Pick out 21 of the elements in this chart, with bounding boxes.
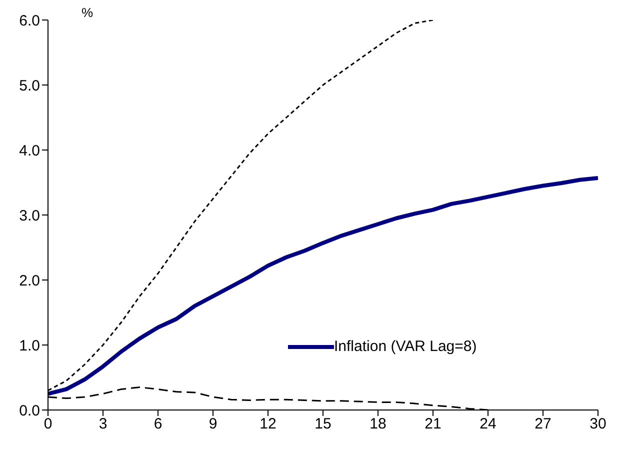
y-tick-label: 1.0 xyxy=(19,337,40,354)
x-tick-label: 24 xyxy=(480,416,496,433)
x-tick-label: 12 xyxy=(260,416,276,433)
x-tick-label: 27 xyxy=(534,416,552,433)
y-tick-label: 5.0 xyxy=(19,77,40,94)
y-tick-label: 3.0 xyxy=(19,207,40,224)
x-tick-label: 3 xyxy=(98,416,108,433)
line-series xyxy=(48,176,598,396)
x-tick-label: 30 xyxy=(590,416,606,433)
legend-label: Inflation (VAR Lag=8) xyxy=(334,338,477,355)
x-tick-label: 9 xyxy=(208,416,218,433)
x-tick-label: 0 xyxy=(44,416,52,433)
y-tick-label: 2.0 xyxy=(19,272,40,290)
x-tick-label: 15 xyxy=(314,416,332,433)
y-tick-label: 4.0 xyxy=(19,142,40,160)
y-tick-label: 0.0 xyxy=(19,402,40,420)
y-axis-title: % xyxy=(81,5,94,20)
x-tick-label: 6 xyxy=(154,416,162,433)
y-tick-label: 6.0 xyxy=(19,12,40,30)
x-tick-label: 21 xyxy=(424,416,442,433)
x-tick-label: 18 xyxy=(370,416,386,433)
